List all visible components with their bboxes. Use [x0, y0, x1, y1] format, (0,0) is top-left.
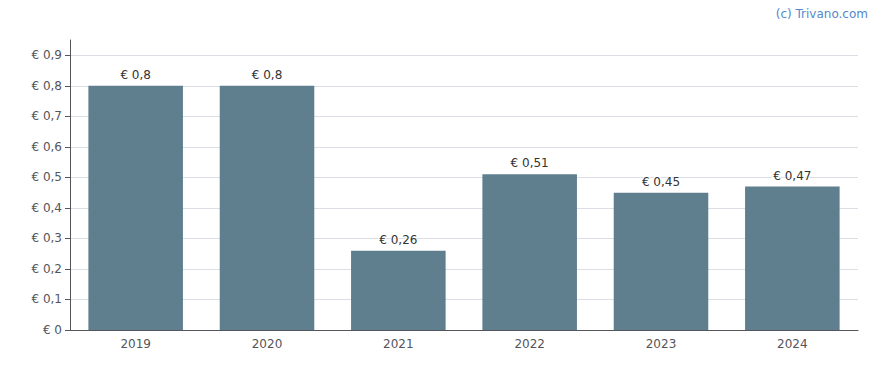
- svg-text:€ 0,45: € 0,45: [642, 175, 680, 189]
- svg-text:€ 0,8: € 0,8: [31, 79, 62, 93]
- svg-text:€ 0,47: € 0,47: [773, 169, 811, 183]
- svg-text:€ 0,6: € 0,6: [31, 140, 62, 154]
- svg-text:€ 0,2: € 0,2: [31, 262, 62, 276]
- svg-text:€ 0,5: € 0,5: [31, 170, 62, 184]
- svg-text:2022: 2022: [514, 337, 545, 351]
- svg-text:€ 0,9: € 0,9: [31, 48, 62, 62]
- svg-text:€ 0,8: € 0,8: [252, 68, 283, 82]
- svg-text:2023: 2023: [646, 337, 677, 351]
- svg-text:€ 0,3: € 0,3: [31, 231, 62, 245]
- svg-text:€ 0,7: € 0,7: [31, 109, 62, 123]
- svg-text:2024: 2024: [777, 337, 808, 351]
- svg-text:2020: 2020: [252, 337, 283, 351]
- svg-text:2019: 2019: [120, 337, 151, 351]
- svg-text:€ 0: € 0: [43, 323, 62, 337]
- svg-text:€ 0,8: € 0,8: [120, 68, 151, 82]
- svg-text:€ 0,1: € 0,1: [31, 292, 62, 306]
- svg-text:€ 0,26: € 0,26: [379, 233, 417, 247]
- svg-text:2021: 2021: [383, 337, 414, 351]
- svg-text:€ 0,4: € 0,4: [31, 201, 62, 215]
- svg-text:€ 0,51: € 0,51: [511, 156, 549, 170]
- svg-text:(c) Trivano.com: (c) Trivano.com: [776, 7, 868, 21]
